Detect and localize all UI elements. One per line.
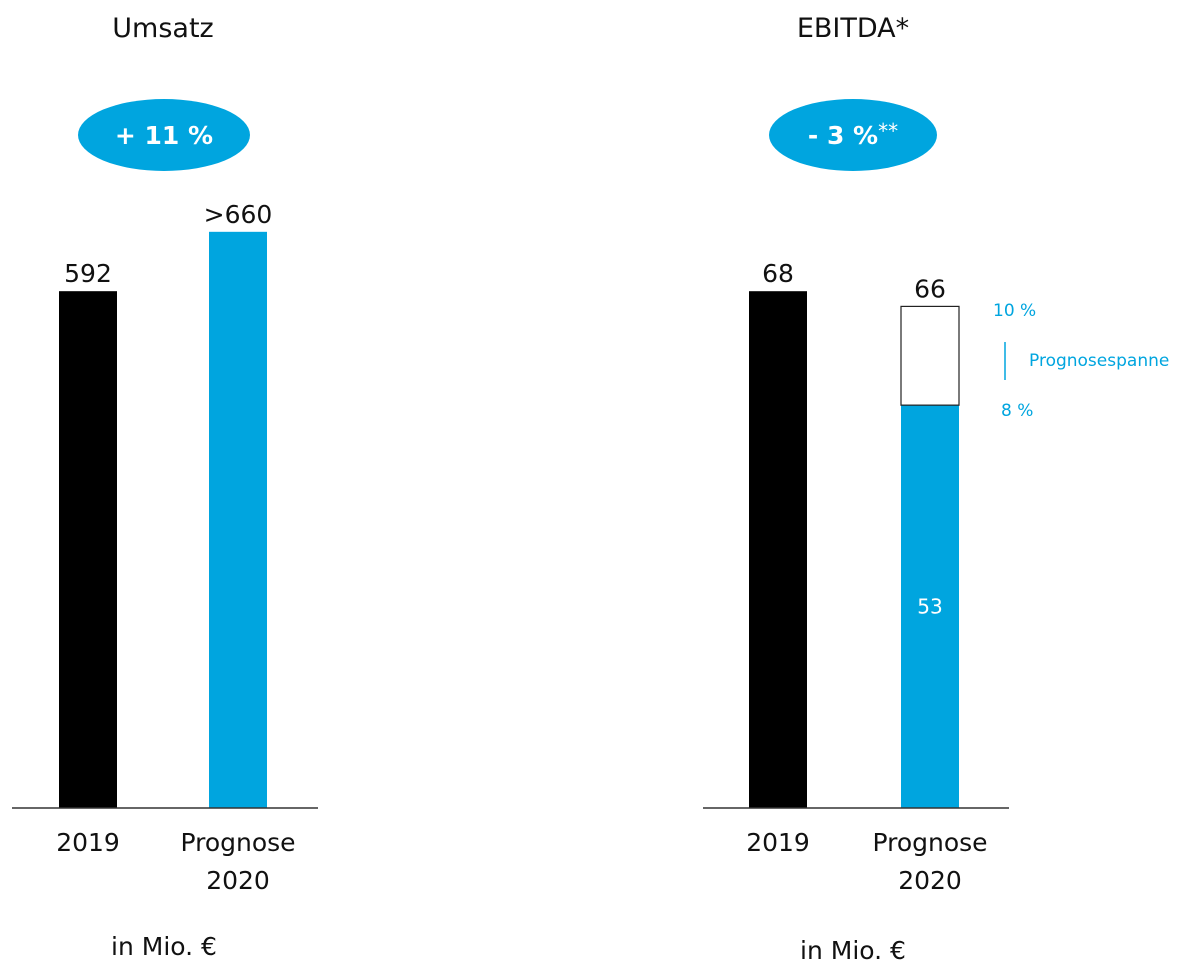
x-tick-label: Prognose bbox=[872, 828, 987, 857]
bar-forecast-base bbox=[901, 405, 959, 808]
range-caption: Prognosespanne bbox=[1029, 351, 1169, 371]
x-tick-label: 2019 bbox=[56, 828, 120, 857]
bar-value-label: 66 bbox=[914, 274, 946, 303]
x-tick-label: Prognose bbox=[180, 828, 295, 857]
bar-value-label: 592 bbox=[64, 259, 112, 288]
growth-badge-text: + 11 % bbox=[115, 121, 213, 150]
chart-title: EBITDA* bbox=[797, 13, 909, 44]
badge-footnote-mark: ** bbox=[878, 119, 898, 143]
badge-main: - 3 % bbox=[808, 121, 878, 150]
growth-badge bbox=[769, 99, 937, 171]
bar-value-label: >660 bbox=[204, 200, 273, 229]
bar-inner-label: 53 bbox=[917, 595, 942, 619]
chart-title: Umsatz bbox=[112, 13, 213, 44]
x-tick-label: 2020 bbox=[898, 866, 962, 895]
bars: 68 53 66 bbox=[749, 259, 960, 808]
bar-forecast-range bbox=[900, 305, 960, 406]
range-high-label: 10 % bbox=[993, 301, 1036, 321]
x-tick-labels: 2019 Prognose 2020 bbox=[56, 828, 295, 895]
unit-label: in Mio. € bbox=[111, 932, 217, 961]
growth-badge-text: - 3 %** bbox=[808, 119, 898, 150]
x-tick-label: 2019 bbox=[746, 828, 810, 857]
bar-0 bbox=[749, 291, 807, 808]
bar-value-label: 68 bbox=[762, 259, 794, 288]
bar-1 bbox=[209, 231, 267, 808]
chart-umsatz: Umsatz + 11 % 592 >660 2019 Prognose 2020 i… bbox=[12, 13, 318, 961]
unit-label: in Mio. € bbox=[800, 936, 906, 965]
bars: 592 >660 bbox=[59, 200, 273, 809]
growth-badge bbox=[78, 99, 250, 171]
bar-0 bbox=[59, 291, 117, 809]
range-low-label: 8 % bbox=[1001, 401, 1033, 421]
x-tick-label: 2020 bbox=[206, 866, 270, 895]
x-tick-labels: 2019 Prognose 2020 bbox=[746, 828, 987, 895]
